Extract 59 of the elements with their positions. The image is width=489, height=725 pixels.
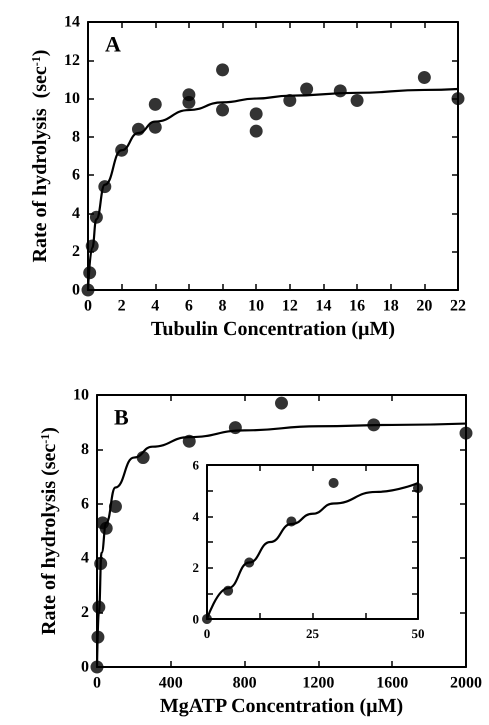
- x-tick-label: 25: [306, 626, 320, 641]
- x-tick-label: 800: [232, 674, 257, 692]
- point: [300, 82, 314, 96]
- point: [250, 107, 263, 120]
- x-tick-label: 50: [412, 626, 424, 641]
- y-tick-label: 2: [72, 243, 80, 260]
- point: [148, 98, 162, 111]
- x-tick-label: 14: [315, 298, 332, 314]
- x-tick-label: 0: [93, 674, 101, 692]
- point: [418, 71, 431, 84]
- y-tick-label: 2: [192, 560, 199, 576]
- x-tick-label: 400: [158, 674, 183, 692]
- x-tick-label: 2000: [450, 674, 482, 692]
- point: [216, 63, 230, 76]
- y-tick-label: 14: [64, 14, 80, 30]
- y-tick-label: 2: [81, 604, 89, 622]
- point: [413, 483, 423, 494]
- x-tick-label: 4: [151, 298, 160, 314]
- point: [328, 478, 339, 488]
- point: [182, 96, 196, 109]
- x-tick-label: 12: [282, 298, 298, 314]
- y-axis-title: Rate of hydrolysis (sec-1): [38, 427, 60, 635]
- point: [90, 660, 104, 674]
- x-tick-label: 16: [349, 298, 366, 314]
- y-tick-label: 6: [72, 166, 80, 184]
- chart-title: A: [105, 32, 121, 56]
- y-tick-label: 8: [81, 440, 89, 458]
- x-tick-label: 0: [204, 626, 210, 641]
- chart-title: B: [114, 404, 129, 430]
- point: [452, 92, 464, 106]
- x-tick-label: 20: [416, 298, 432, 314]
- x-tick-label: 10: [248, 298, 264, 314]
- y-tick-label: 0: [81, 658, 89, 676]
- x-axis-title: Tubulin Concentration (µM): [150, 318, 396, 340]
- y-tick-label: 10: [73, 386, 89, 404]
- y-tick-label: 6: [192, 458, 200, 472]
- point: [250, 124, 263, 138]
- point: [460, 426, 472, 440]
- point: [82, 284, 94, 296]
- x-tick-label: 1600: [376, 674, 408, 692]
- y-axis-title: Rate of hydrolysis (sec-1): [29, 50, 51, 262]
- point: [216, 104, 230, 117]
- x-tick-label: 18: [382, 298, 399, 314]
- y-tick-label: 4: [72, 204, 80, 222]
- point: [350, 94, 364, 107]
- point: [275, 396, 288, 410]
- y-tick-label: 8: [72, 128, 80, 146]
- y-tick-label: 10: [64, 90, 80, 108]
- y-tick-label: 12: [64, 52, 80, 69]
- y-tick-label: 4: [81, 550, 89, 567]
- y-tick-label: 0: [192, 612, 199, 626]
- x-tick-label: 1200: [302, 674, 334, 692]
- x-tick-label: 2: [118, 298, 126, 314]
- y-tick-label: 0: [72, 282, 80, 298]
- y-tick-label: 6: [81, 495, 89, 512]
- y-tick-label: 4: [192, 508, 200, 524]
- x-axis-title: MgATP Concentration (µM): [160, 694, 404, 717]
- x-tick-label: 8: [218, 298, 227, 314]
- x-tick-label: 22: [450, 298, 466, 314]
